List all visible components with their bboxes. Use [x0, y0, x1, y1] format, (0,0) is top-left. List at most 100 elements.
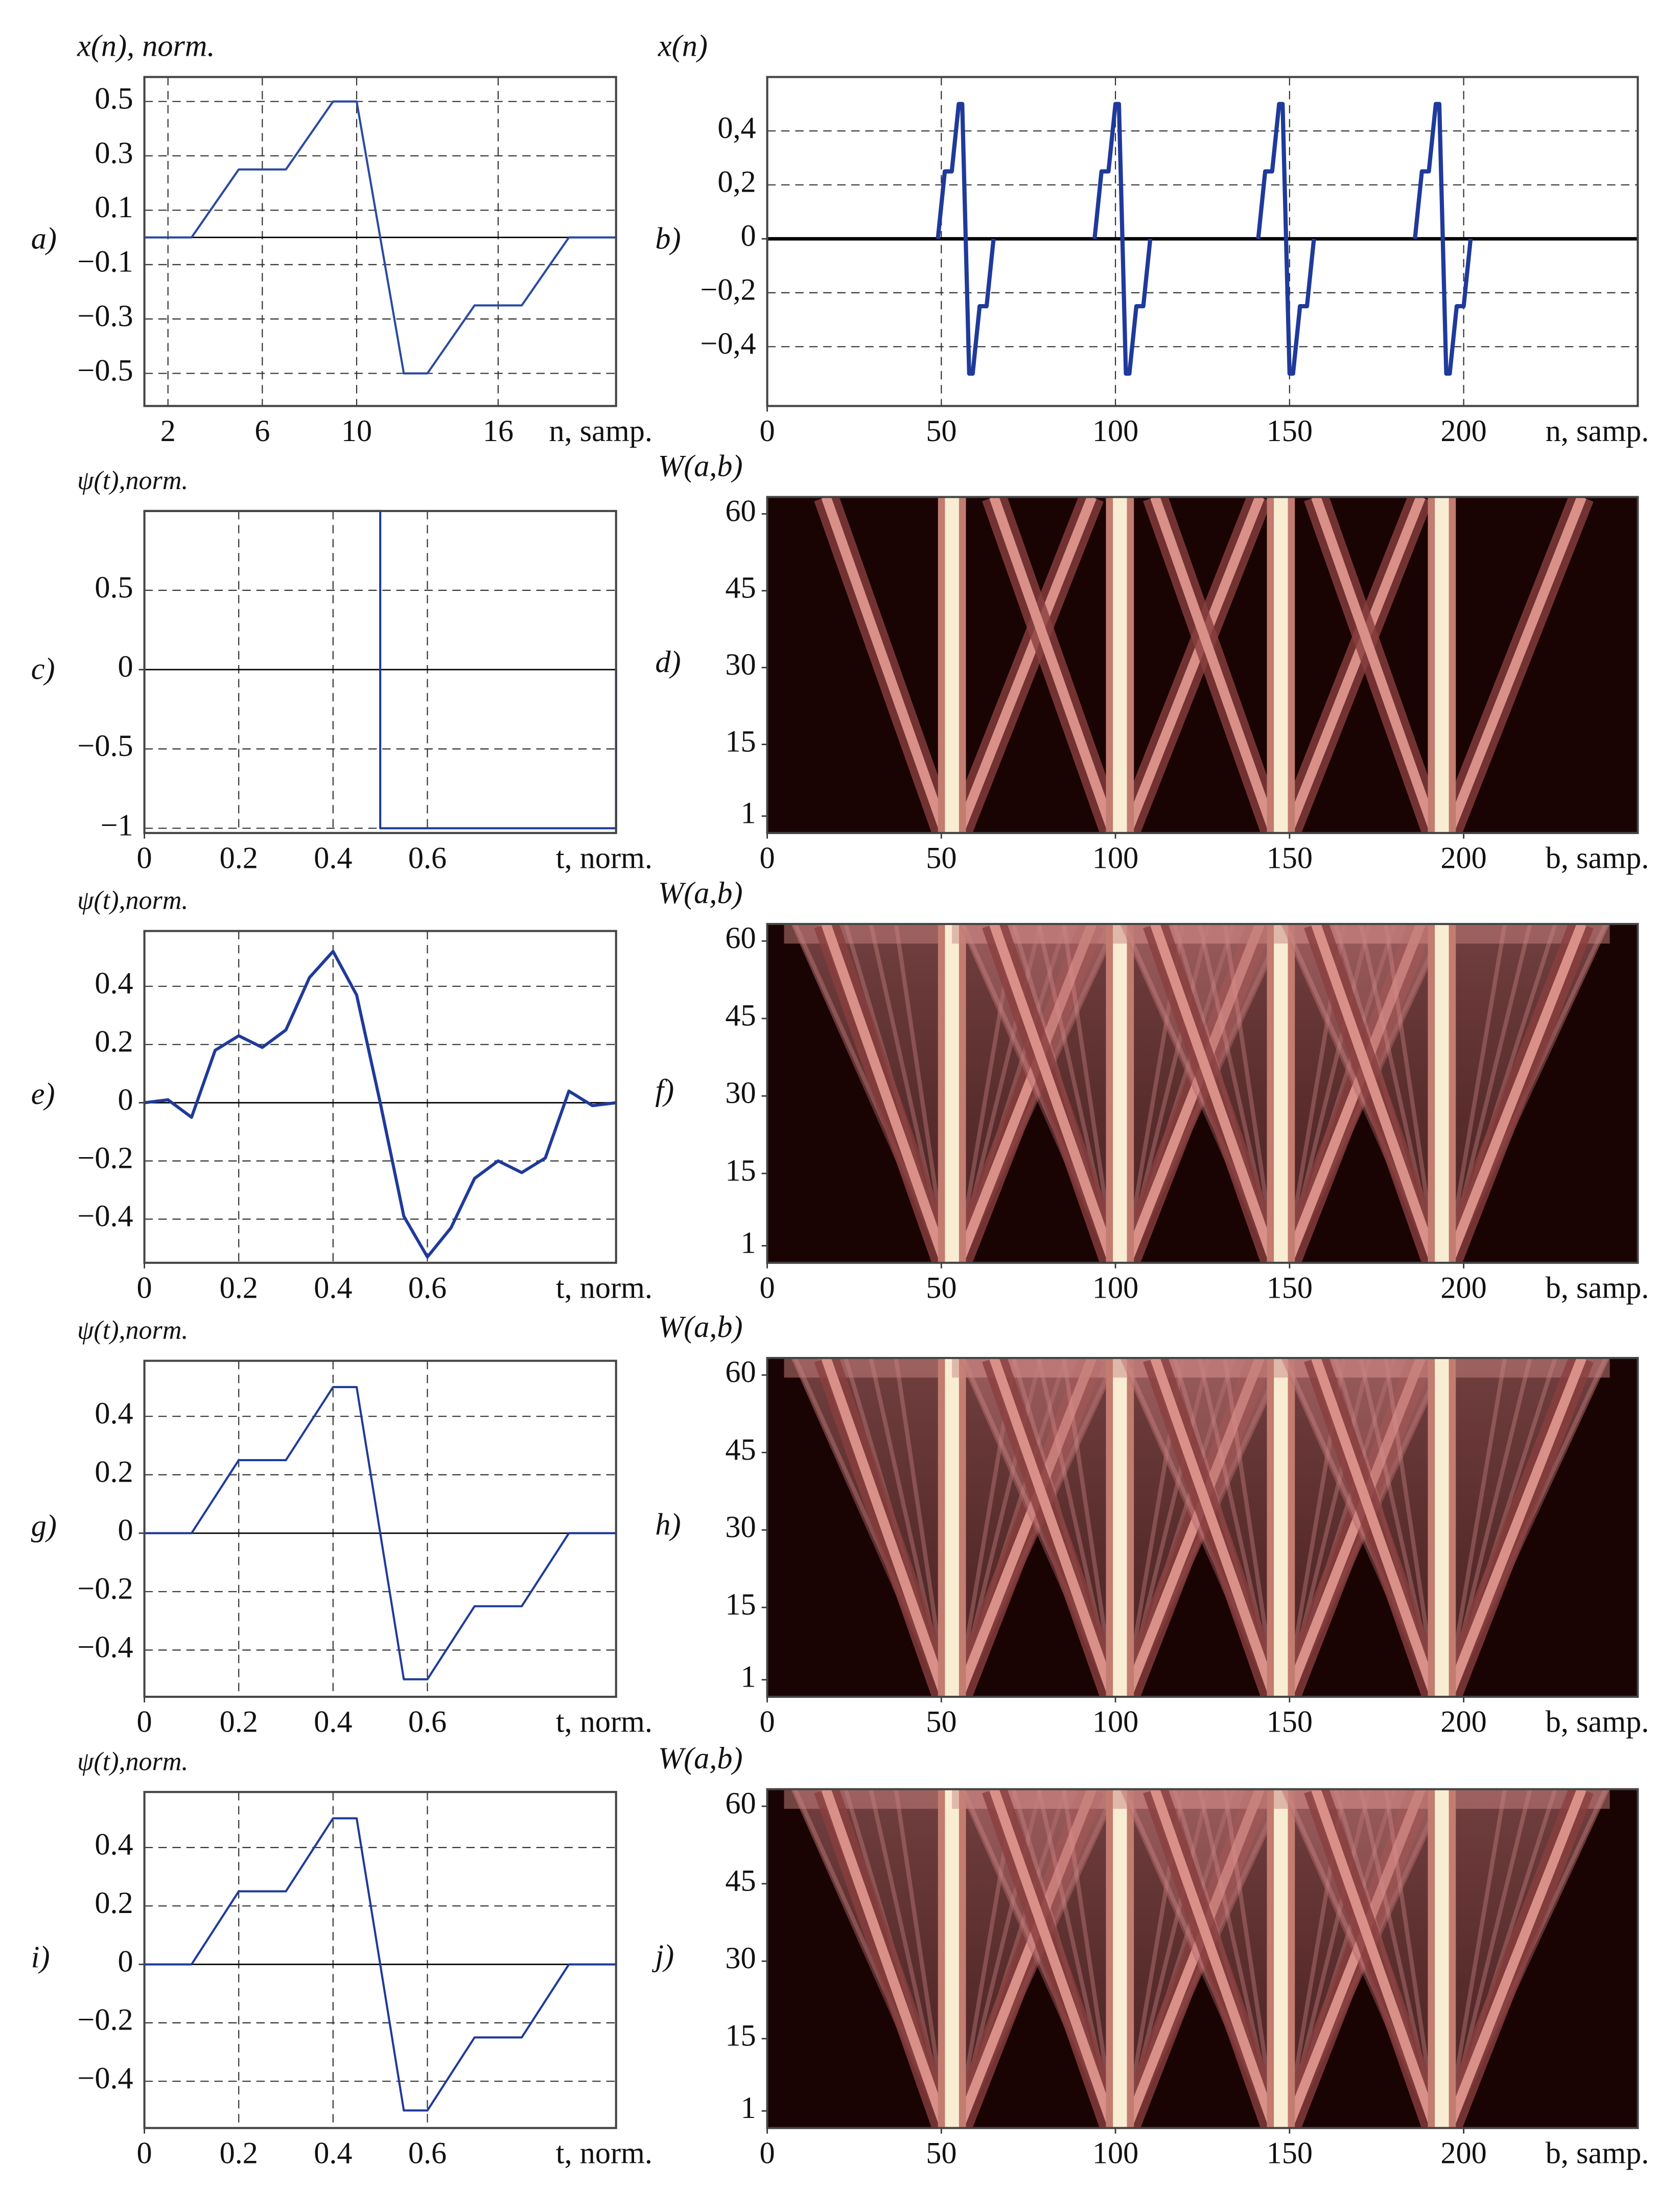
- ridge: [1445, 1358, 1507, 1697]
- x-tick-label: 0: [759, 414, 775, 448]
- signal-line: [144, 1817, 616, 2112]
- x-tick-label: 150: [1267, 2136, 1313, 2170]
- plot-frame: [143, 1791, 617, 2129]
- x-tick-label: 0.6: [408, 1705, 447, 1739]
- y-tick-label: 60: [725, 1786, 756, 1821]
- ridge-core: [945, 497, 959, 833]
- y-tick-label: 15: [725, 1587, 756, 1622]
- x-tick-label: 150: [1267, 414, 1313, 448]
- x-tick-label: 6: [254, 414, 270, 448]
- arm: [1444, 497, 1586, 833]
- heatmap-pattern: [784, 924, 1610, 1263]
- y-axis-label: ψ(t),norm.: [77, 886, 188, 915]
- signal-line: [144, 1386, 616, 1680]
- arm: [1150, 924, 1279, 1263]
- heatmap-pattern: [784, 1358, 1610, 1697]
- panel-label: g): [31, 1509, 57, 1543]
- panel-label: d): [655, 645, 681, 679]
- y-tick-label: 30: [725, 1510, 756, 1544]
- plot-frame: [766, 76, 1639, 407]
- y-tick-label: −0,2: [700, 273, 756, 307]
- x-axis-label: t, norm.: [556, 841, 652, 875]
- y-tick-label: 30: [725, 1076, 756, 1110]
- y-tick-label: −0.2: [77, 2003, 133, 2037]
- arm: [1311, 497, 1440, 833]
- ridge-core: [945, 1358, 959, 1697]
- y-tick-label: −0.1: [77, 245, 133, 279]
- x-tick-label: 100: [1092, 414, 1138, 448]
- plot-frame: [766, 496, 1639, 834]
- x-axis-label: t, norm.: [556, 2136, 652, 2170]
- y-tick-label: 0: [741, 219, 756, 253]
- y-tick-label: 60: [725, 1355, 756, 1389]
- x-tick-label: 0.4: [314, 1271, 352, 1305]
- y-axis-label: ψ(t),norm.: [77, 1316, 188, 1345]
- x-tick-label: 150: [1267, 841, 1313, 875]
- y-tick-label: 45: [725, 999, 756, 1033]
- y-tick-label: 0.3: [95, 136, 133, 170]
- signal-line: [1092, 102, 1153, 376]
- y-tick-label: 45: [725, 1864, 756, 1898]
- y-tick-label: 15: [725, 724, 756, 758]
- x-tick-label: 150: [1267, 1705, 1313, 1739]
- x-axis-label: b, samp.: [1546, 1705, 1649, 1739]
- y-tick-label: −0.5: [77, 729, 133, 763]
- x-tick-label: 0.4: [314, 2136, 352, 2170]
- heatmap-pattern: [784, 1789, 1610, 2128]
- y-tick-label: 1: [741, 1660, 756, 1694]
- x-tick-label: 0: [137, 2136, 152, 2170]
- x-tick-label: 200: [1440, 841, 1486, 875]
- x-tick-label: 0: [759, 2136, 775, 2170]
- x-axis-label: n, samp.: [1546, 414, 1649, 448]
- ridge-core: [1435, 924, 1449, 1263]
- heatmap-pattern: [814, 497, 1594, 833]
- y-tick-label: −0.3: [77, 299, 133, 333]
- ridge-core: [945, 924, 959, 1263]
- x-tick-label: 2: [160, 414, 176, 448]
- y-tick-label: 30: [725, 648, 756, 682]
- x-tick-label: 10: [341, 414, 372, 448]
- x-tick-label: 0.2: [220, 1705, 258, 1739]
- x-tick-label: 50: [926, 414, 956, 448]
- panel-label: e): [31, 1077, 55, 1111]
- ridge-core: [1113, 497, 1127, 833]
- y-tick-label: 15: [725, 2019, 756, 2053]
- y-tick-label: 0: [118, 650, 133, 684]
- y-axis-label: W(a,b): [658, 1310, 743, 1344]
- y-tick-label: −0.4: [77, 1199, 133, 1233]
- plot-area: [767, 77, 1638, 406]
- ridge-core: [1274, 924, 1288, 1263]
- y-tick-label: 0.5: [95, 570, 133, 605]
- x-tick-label: 0: [137, 1271, 152, 1305]
- plot-frame: [143, 510, 617, 834]
- panel-label: j): [651, 1939, 674, 1973]
- x-tick-label: 0.2: [220, 2136, 258, 2170]
- x-tick-label: 0.6: [408, 1271, 447, 1305]
- ridge-core: [1113, 1358, 1127, 1697]
- ridge-core: [1113, 924, 1127, 1263]
- ridge-core: [1274, 1358, 1288, 1697]
- arm: [989, 1789, 1118, 2128]
- signal-line: [1413, 102, 1473, 376]
- x-tick-label: 200: [1440, 1705, 1486, 1739]
- y-tick-label: −0.2: [77, 1141, 133, 1175]
- ridge-core: [1435, 497, 1449, 833]
- panel-label: b): [655, 221, 681, 256]
- arm: [1150, 497, 1279, 833]
- ridge-core: [1435, 1358, 1449, 1697]
- x-axis-label: b, samp.: [1546, 841, 1649, 875]
- arm: [1311, 1358, 1440, 1697]
- plot-frame: [766, 923, 1639, 1264]
- y-tick-label: 0.2: [95, 1025, 133, 1059]
- x-axis-label: b, samp.: [1546, 1271, 1649, 1305]
- ridge-core: [1113, 1789, 1127, 2128]
- y-tick-label: 0: [118, 1513, 133, 1548]
- y-axis-label: ψ(t),norm.: [77, 466, 188, 495]
- arm: [1122, 497, 1265, 833]
- y-tick-label: −0.5: [77, 353, 133, 387]
- x-tick-label: 100: [1092, 1271, 1138, 1305]
- arm: [1311, 924, 1440, 1263]
- y-tick-label: 0.1: [95, 190, 133, 224]
- panel-label: c): [31, 652, 55, 686]
